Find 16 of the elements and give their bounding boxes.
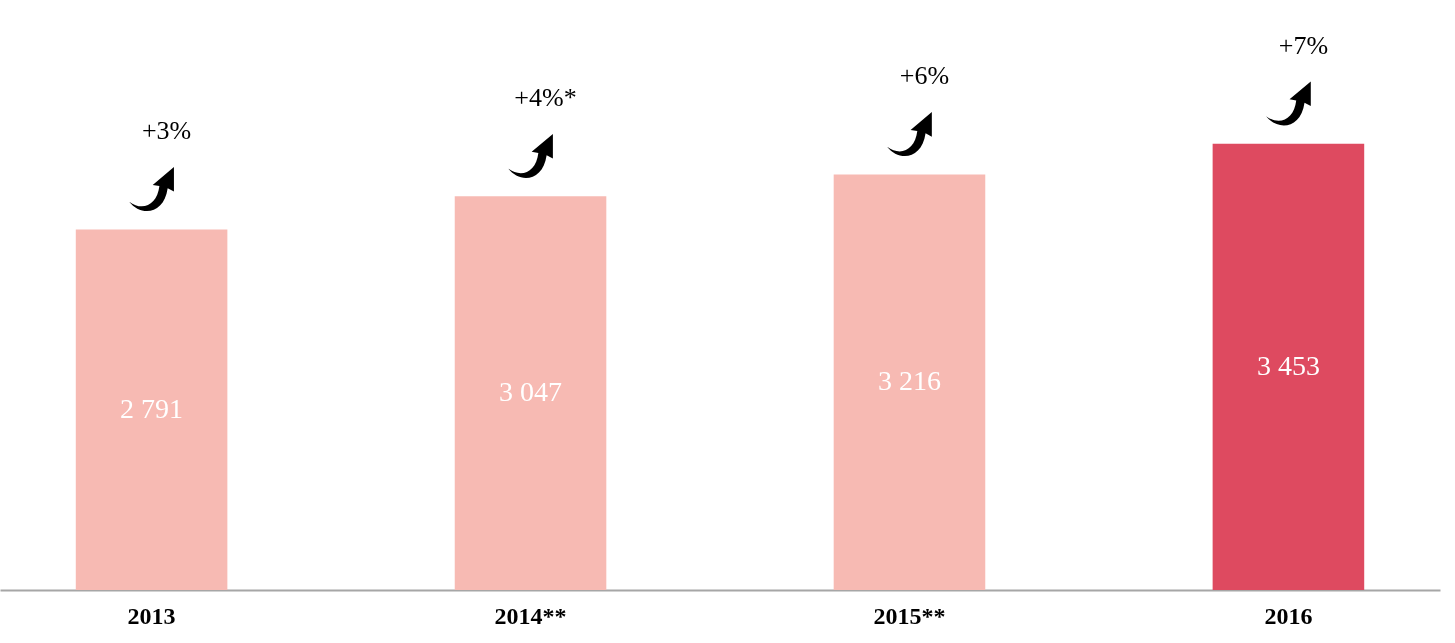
bar xyxy=(833,174,986,590)
data-label: 3 216 xyxy=(877,365,941,397)
x-tick-label: 2013 xyxy=(127,602,176,629)
bar xyxy=(75,229,228,590)
bar xyxy=(1212,143,1365,590)
data-label: 2 791 xyxy=(120,392,184,424)
x-tick-label: 2016 xyxy=(1264,602,1313,629)
data-label: 3 453 xyxy=(1256,349,1320,381)
data-label: 3 047 xyxy=(499,376,563,408)
text: +7% xyxy=(1278,30,1329,60)
x-tick-label: 2015** xyxy=(873,602,946,629)
annotation: +3% xyxy=(141,116,192,146)
text: +4%* xyxy=(514,83,577,113)
bar xyxy=(454,196,607,590)
x-tick-label: 2014** xyxy=(494,602,567,629)
text: +6% xyxy=(899,61,950,91)
